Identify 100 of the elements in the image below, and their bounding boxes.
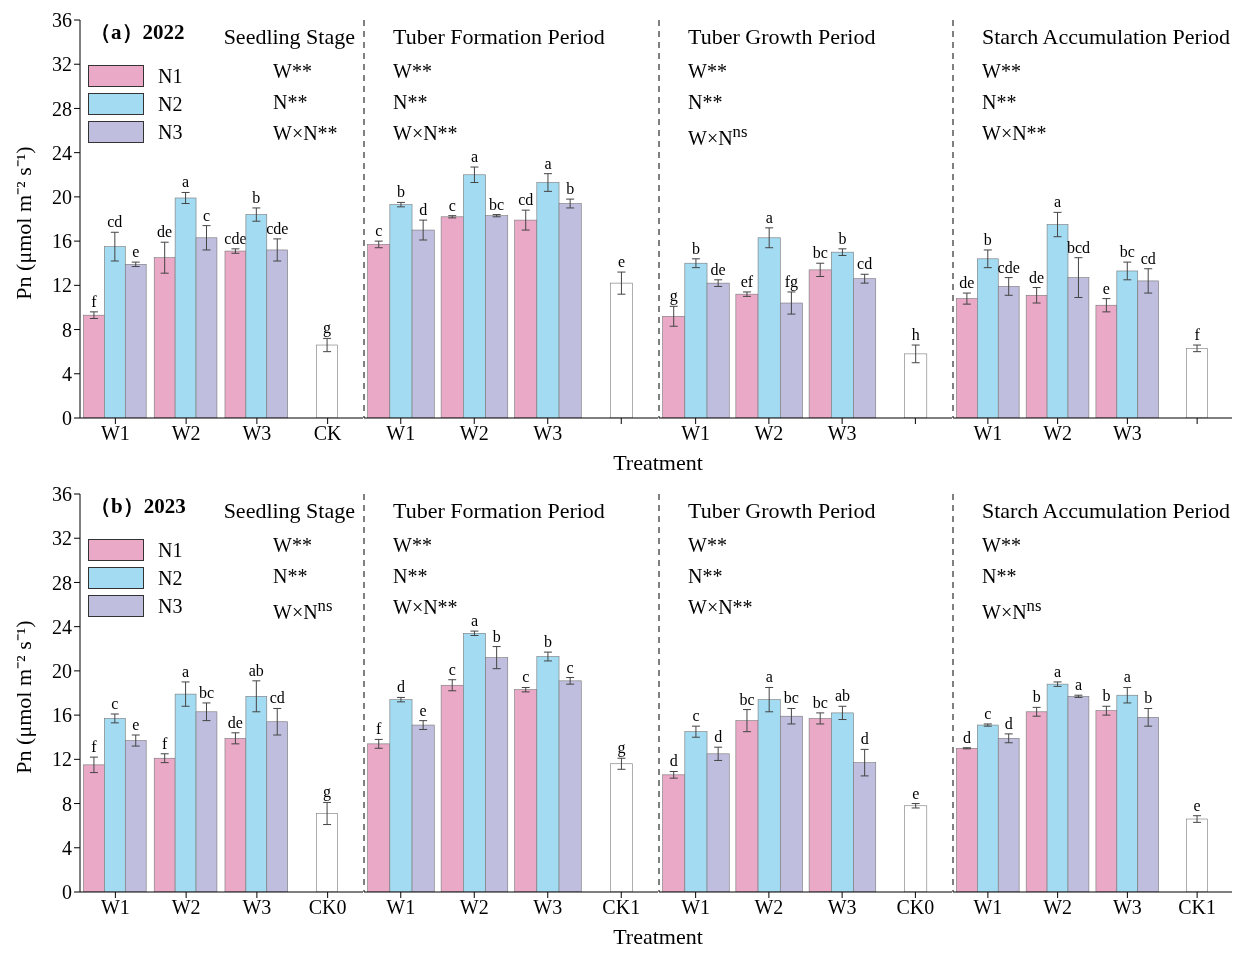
data-label: b xyxy=(838,229,847,247)
data-label: e xyxy=(617,253,625,271)
data-label: ab xyxy=(248,661,264,679)
data-label: cd xyxy=(269,689,285,707)
data-label: e xyxy=(912,784,920,802)
annotation: N** xyxy=(393,91,428,113)
data-label: de xyxy=(227,713,243,731)
annotation: W** xyxy=(982,534,1021,556)
bar xyxy=(316,344,338,418)
x-tick-label: W2 xyxy=(754,896,784,919)
data-label: cd xyxy=(1140,249,1156,267)
annotation: W** xyxy=(273,60,312,82)
data-label: f xyxy=(1194,326,1201,344)
y-tick-label: 36 xyxy=(52,9,72,32)
bar xyxy=(904,805,928,892)
y-tick-label: 12 xyxy=(52,748,72,771)
annotation: W** xyxy=(393,60,432,82)
x-tick-label: W1 xyxy=(386,422,416,445)
annotation: N** xyxy=(688,91,723,113)
x-tick-label: W2 xyxy=(1043,896,1073,919)
x-tick-label: CK1 xyxy=(602,896,641,919)
data-label: de xyxy=(710,260,726,278)
data-label: h xyxy=(911,326,920,344)
annotation: W×N** xyxy=(273,122,338,144)
annotation: W** xyxy=(273,534,312,556)
y-tick-label: 24 xyxy=(52,141,72,164)
x-tick-label: W1 xyxy=(973,422,1003,445)
x-tick-label: W3 xyxy=(1112,896,1142,919)
data-label: cde xyxy=(266,219,289,237)
y-tick-label: 28 xyxy=(52,571,72,594)
chart-title: Tuber Growth Period xyxy=(688,498,876,523)
annotation: N** xyxy=(393,565,428,587)
data-label: d xyxy=(962,728,971,746)
data-label: ab xyxy=(834,687,850,705)
y-tick-label: 32 xyxy=(52,53,72,76)
data-label: b xyxy=(1032,688,1041,706)
y-axis-title: Pn (μmol m⁻² s⁻¹) xyxy=(11,146,36,300)
data-label: c xyxy=(202,206,211,224)
data-label: c xyxy=(522,668,530,686)
annotation: （a）2022 xyxy=(90,20,185,44)
data-label: bc xyxy=(739,690,755,708)
data-label: e xyxy=(132,716,140,734)
annotation: N** xyxy=(273,91,308,113)
data-label: a xyxy=(1074,676,1082,694)
data-label: c xyxy=(375,222,383,240)
data-label: de xyxy=(959,274,975,292)
data-label: a xyxy=(765,668,773,686)
annotation: N** xyxy=(982,91,1017,113)
data-label: a xyxy=(470,148,478,166)
y-axis-title: Pn (μmol m⁻² s⁻¹) xyxy=(11,620,36,774)
data-label: f xyxy=(162,734,169,752)
x-tick-label: W2 xyxy=(1043,422,1073,445)
data-label: c xyxy=(448,196,456,214)
chart-title: Tuber Formation Period xyxy=(393,498,605,523)
x-tick-label: W1 xyxy=(681,422,711,445)
data-label: bc xyxy=(198,683,215,701)
x-tick-label: W3 xyxy=(533,896,563,919)
chart-title: Seedling Stage xyxy=(223,498,355,523)
y-tick-label: 8 xyxy=(62,792,72,815)
x-tick-label: CK xyxy=(313,422,343,445)
data-label: ef xyxy=(740,272,754,290)
data-label: fg xyxy=(784,272,799,291)
data-label: bc xyxy=(489,195,505,213)
data-label: b xyxy=(1144,689,1153,707)
annotation: W** xyxy=(688,60,727,82)
bar xyxy=(610,763,633,892)
data-label: f xyxy=(91,292,98,310)
data-label: a xyxy=(1053,193,1062,211)
annotation: W** xyxy=(393,534,432,556)
bar xyxy=(904,353,928,418)
data-label: a xyxy=(182,662,190,680)
annotation: W×N$^{ns}$ xyxy=(273,596,333,623)
chart-title: Seedling Stage xyxy=(223,24,355,49)
x-tick-label: W3 xyxy=(242,896,272,919)
annotation: N** xyxy=(982,565,1017,587)
x-tick-label: CK1 xyxy=(1178,896,1217,919)
data-label: g xyxy=(617,739,626,758)
y-tick-label: 4 xyxy=(62,362,72,385)
data-label: d xyxy=(396,678,405,696)
annotation: W×N$^{ns}$ xyxy=(982,596,1042,623)
y-tick-label: 0 xyxy=(62,407,72,430)
data-label: a xyxy=(182,173,190,191)
x-tick-label: W3 xyxy=(827,896,857,919)
x-tick-label: CK0 xyxy=(896,896,935,919)
data-label: e xyxy=(132,243,140,261)
y-tick-label: 16 xyxy=(52,230,72,253)
data-label: b xyxy=(691,239,700,257)
annotation: （b）2023 xyxy=(90,494,186,518)
data-label: f xyxy=(376,720,383,738)
y-tick-label: 12 xyxy=(52,274,72,297)
chart-title: Tuber Formation Period xyxy=(393,24,605,49)
data-label: b xyxy=(252,188,261,206)
data-label: a xyxy=(470,612,478,630)
data-label: d xyxy=(714,728,723,746)
data-label: de xyxy=(157,223,173,241)
annotation: W** xyxy=(982,60,1021,82)
x-tick-label: W3 xyxy=(1112,422,1142,445)
x-axis-title: Treatment xyxy=(613,924,703,949)
data-label: c xyxy=(448,660,456,678)
annotation: W×N** xyxy=(982,122,1047,144)
